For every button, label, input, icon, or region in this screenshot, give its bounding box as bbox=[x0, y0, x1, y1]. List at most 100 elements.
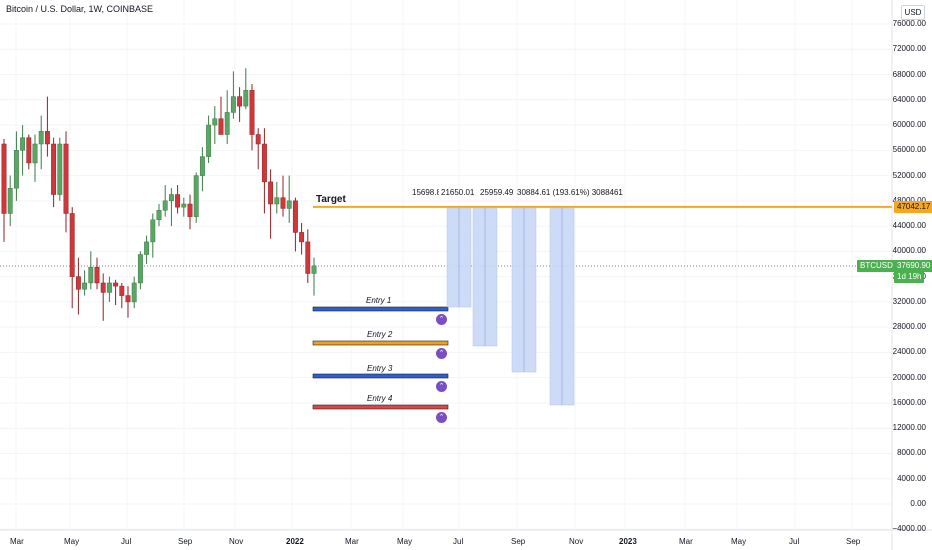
candle-body bbox=[193, 175, 199, 217]
candle-body bbox=[243, 90, 249, 107]
candle-body bbox=[94, 266, 100, 284]
time-tick-label: May bbox=[64, 537, 80, 546]
time-tick-label: Jul bbox=[121, 537, 132, 546]
candle-body bbox=[75, 276, 81, 290]
time-tick-label: Nov bbox=[229, 537, 244, 546]
candle-body bbox=[199, 156, 205, 176]
candle-body bbox=[305, 241, 311, 274]
price-tick-label: 12000.00 bbox=[892, 423, 926, 433]
candle-body bbox=[150, 219, 156, 243]
price-tick-label: 32000.00 bbox=[892, 296, 926, 306]
candle-body bbox=[237, 96, 243, 107]
candle-body bbox=[100, 282, 106, 293]
measure-label: 15698.8 bbox=[412, 188, 439, 197]
candle-body bbox=[44, 131, 50, 145]
candlestick-series bbox=[1, 68, 317, 321]
candle-body bbox=[26, 137, 32, 164]
candle-body bbox=[175, 194, 181, 208]
candle-body bbox=[119, 285, 125, 296]
price-tick-label: 24000.00 bbox=[892, 347, 926, 357]
price-tick-label: 48000.00 bbox=[893, 196, 926, 205]
price-tick-label: 72000.00 bbox=[892, 44, 926, 54]
entry-label: Entry 2 bbox=[367, 330, 393, 339]
entry-line bbox=[312, 404, 449, 410]
price-tick-label: 4000.00 bbox=[897, 473, 926, 483]
measure-bars bbox=[446, 207, 575, 406]
chart-grid bbox=[0, 0, 892, 530]
candle-body bbox=[230, 96, 236, 113]
candle-body bbox=[1, 143, 7, 214]
candle-body bbox=[38, 131, 44, 145]
price-tick-label: 16000.00 bbox=[892, 397, 926, 407]
candle-body bbox=[181, 203, 187, 208]
last-price-badge: 37690.90 bbox=[894, 259, 932, 272]
price-tick-label: 8000.00 bbox=[897, 448, 926, 458]
time-tick-label: Sep bbox=[511, 537, 526, 546]
time-tick-label: Sep bbox=[178, 537, 193, 546]
candle-body bbox=[69, 213, 75, 277]
time-tick-label: 2022 bbox=[286, 537, 304, 546]
candle-body bbox=[292, 200, 298, 233]
chevron-up-icon[interactable]: ⌃ bbox=[436, 314, 447, 325]
entry-lines bbox=[312, 306, 449, 410]
candle-body bbox=[88, 266, 94, 284]
candle-body bbox=[249, 90, 255, 135]
time-tick-label: Jul bbox=[453, 537, 464, 546]
chevron-up-icon[interactable]: ⌃ bbox=[436, 381, 447, 392]
price-tick-label: 0.00 bbox=[910, 499, 926, 508]
candle-body bbox=[106, 282, 112, 293]
candle-body bbox=[7, 187, 13, 214]
entry-line bbox=[312, 373, 449, 379]
candle-body bbox=[137, 254, 143, 284]
candle-body bbox=[268, 181, 274, 205]
price-tick-label: 40000.00 bbox=[892, 246, 926, 256]
candle-body bbox=[125, 295, 131, 303]
time-tick-label: May bbox=[397, 537, 413, 546]
candle-body bbox=[261, 143, 267, 183]
candle-body bbox=[13, 150, 19, 189]
time-tick-label: Mar bbox=[679, 537, 693, 546]
chart-title: Bitcoin / U.S. Dollar, 1W, COINBASE bbox=[6, 4, 154, 14]
price-tick-label: 20000.00 bbox=[892, 372, 926, 382]
candle-body bbox=[20, 137, 26, 151]
chevron-up-icon[interactable]: ⌃ bbox=[436, 348, 447, 359]
candle-body bbox=[280, 197, 286, 209]
entry-label: Entry 4 bbox=[367, 394, 393, 403]
measure-label: 25959.49 bbox=[480, 188, 514, 197]
time-tick-label: Jul bbox=[789, 537, 800, 546]
entry-label: Entry 3 bbox=[367, 364, 393, 373]
candle-body bbox=[162, 200, 168, 211]
chevron-up-icon[interactable]: ⌃ bbox=[436, 412, 447, 423]
time-tick-label: 2023 bbox=[619, 537, 637, 546]
candle-body bbox=[212, 118, 218, 126]
price-tick-label: 56000.00 bbox=[892, 145, 926, 155]
candle-body bbox=[286, 200, 292, 209]
candle-body bbox=[224, 112, 230, 135]
candle-body bbox=[206, 124, 212, 157]
measure-label: 30884.61 (193.61%) 3088461 bbox=[517, 188, 623, 197]
candle-body bbox=[168, 194, 174, 202]
price-tick-label: −4000.00 bbox=[892, 524, 926, 534]
entry-label: Entry 1 bbox=[366, 296, 392, 305]
measure-label: 21650.01 bbox=[441, 188, 475, 197]
symbol-badge: BTCUSD bbox=[857, 259, 896, 272]
price-tick-label: 28000.00 bbox=[892, 322, 926, 332]
price-tick-label: 64000.00 bbox=[892, 94, 926, 104]
price-tick-label: 68000.00 bbox=[892, 69, 926, 79]
candle-body bbox=[311, 265, 317, 274]
target-price-badge: 47042.17 bbox=[894, 200, 932, 213]
candle-body bbox=[113, 282, 119, 287]
candle-body bbox=[218, 118, 224, 135]
candle-body bbox=[299, 232, 305, 243]
price-tick-label: 52000.00 bbox=[892, 170, 926, 180]
candle-body bbox=[187, 203, 193, 217]
entry-line bbox=[312, 306, 449, 312]
time-tick-label: Nov bbox=[569, 537, 584, 546]
candle-body bbox=[82, 282, 88, 290]
candle-body bbox=[131, 282, 137, 303]
candle-body bbox=[57, 143, 63, 195]
candle-body bbox=[32, 143, 38, 164]
time-tick-label: Mar bbox=[10, 537, 24, 546]
currency-button[interactable]: USD bbox=[901, 5, 925, 20]
